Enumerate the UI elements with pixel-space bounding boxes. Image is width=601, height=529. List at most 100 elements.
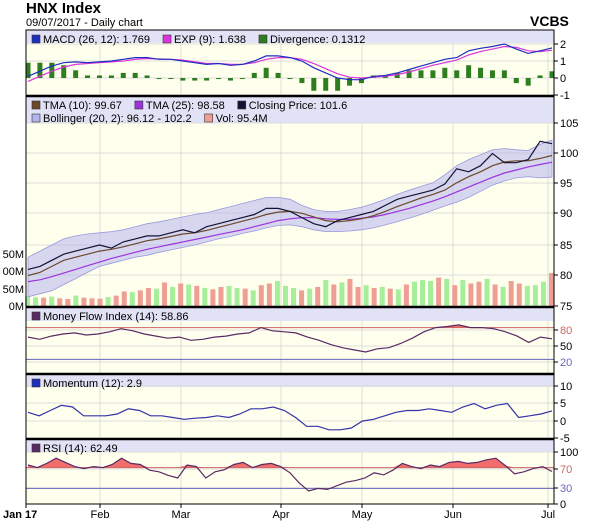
brand-label: VCBS [530, 13, 569, 29]
divergence-bar [323, 78, 329, 91]
price-legend-label: Vol: 95.4M [216, 113, 268, 125]
volume-bar [194, 285, 200, 306]
momentum-ytick-label: 10 [560, 381, 572, 393]
divergence-bar [466, 65, 472, 78]
divergence-bar [489, 70, 495, 78]
momentum-ytick-label: 0 [560, 416, 566, 428]
volume-bar [33, 297, 39, 306]
volume-bar [250, 290, 256, 306]
divergence-bar [192, 78, 198, 81]
rsi-legend-band [26, 439, 554, 452]
volume-bar [258, 285, 264, 306]
xtick-label: Apr [272, 509, 289, 521]
volume-bar [282, 285, 288, 306]
volume-bar [186, 284, 192, 306]
volume-bar [355, 286, 361, 306]
mfi-legend-label: Money Flow Index (14): 58.86 [43, 311, 189, 323]
volume-bar [25, 296, 30, 306]
volume-bar [339, 282, 345, 306]
volume-bar [57, 298, 63, 306]
xtick-label: Jan 17 [3, 509, 37, 521]
divergence-bar [299, 78, 305, 84]
volume-bar [379, 286, 385, 306]
volume-bar [484, 278, 490, 306]
volume-bar [202, 287, 208, 306]
divergence-bar [525, 78, 531, 86]
chart-title: HNX Index [26, 0, 102, 17]
divergence-bar [537, 75, 543, 78]
momentum-legend-band [26, 374, 554, 387]
volume-bar [210, 289, 216, 306]
volume-bar [371, 287, 377, 306]
divergence-bar [132, 72, 138, 78]
volume-tick-label: 50M [3, 249, 24, 261]
divergence-bar [49, 62, 55, 78]
macd-ytick-label: 1 [560, 56, 566, 68]
volume-bar [444, 278, 450, 306]
divergence-bar [239, 78, 245, 79]
divergence-bar [61, 65, 67, 78]
volume-bar [129, 292, 135, 306]
divergence-bar [204, 78, 210, 81]
macd-legend-swatch [258, 34, 268, 44]
divergence-bar [430, 70, 436, 78]
volume-bar [89, 298, 95, 306]
rsi-legend-label: RSI (14): 62.49 [43, 443, 118, 455]
macd-legend-label: EXP (9): 1.638 [174, 34, 246, 46]
macd-legend-label: MACD (26, 12): 1.769 [43, 34, 150, 46]
volume-bar [226, 285, 232, 306]
chart-subtitle: 09/07/2017 - Daily chart [26, 17, 143, 29]
volume-bar [218, 286, 224, 306]
rsi-ytick-label: 100 [560, 447, 578, 459]
divergence-bar [37, 62, 43, 78]
volume-tick-label: 00M [3, 266, 24, 278]
volume-bar [363, 285, 369, 306]
volume-bar [460, 280, 466, 306]
divergence-bar [442, 67, 448, 78]
price-ytick-label: 75 [560, 301, 572, 313]
volume-bar [234, 287, 240, 306]
price-legend-label: TMA (25): 98.58 [146, 100, 225, 112]
volume-bar [137, 290, 143, 306]
volume-bar [113, 295, 119, 306]
divergence-bar [85, 75, 91, 78]
volume-bar [274, 281, 280, 306]
divergence-bar [287, 78, 293, 79]
momentum-ytick-label: 5 [560, 398, 566, 410]
xtick-label: Feb [91, 509, 110, 521]
divergence-bar [216, 78, 222, 79]
divergence-bar [227, 78, 233, 81]
divergence-bar [394, 72, 400, 78]
volume-bar [162, 282, 168, 306]
divergence-bar [311, 78, 317, 91]
volume-bar [266, 283, 272, 306]
xtick-label: Jun [444, 509, 462, 521]
volume-bar [65, 299, 71, 306]
volume-bar [476, 281, 482, 306]
macd-legend-swatch [162, 34, 172, 44]
price-ytick-label: 95 [560, 178, 572, 190]
price-legend-label: TMA (10): 99.67 [43, 100, 122, 112]
macd-ytick-label: 2 [560, 39, 566, 51]
mfi-ytick-label: 80 [560, 325, 572, 337]
divergence-bar [418, 70, 424, 78]
volume-bar [170, 286, 176, 306]
rsi-line [27, 457, 553, 492]
divergence-bar [478, 67, 484, 78]
volume-bar [307, 288, 313, 306]
volume-bar [452, 285, 458, 306]
momentum-legend-label: Momentum (12): 2.9 [43, 378, 142, 390]
volume-bar [299, 290, 305, 306]
momentum-ytick-label: -5 [560, 433, 570, 445]
divergence-bar [108, 75, 114, 78]
volume-bar [315, 286, 321, 306]
momentum-line [27, 402, 553, 431]
volume-bar [347, 278, 353, 306]
volume-bar [411, 281, 417, 306]
volume-bar [323, 280, 329, 306]
divergence-bar [549, 71, 555, 78]
rsi-ytick-label: 70 [560, 464, 572, 476]
volume-bar [428, 281, 434, 306]
volume-bar [540, 281, 546, 306]
